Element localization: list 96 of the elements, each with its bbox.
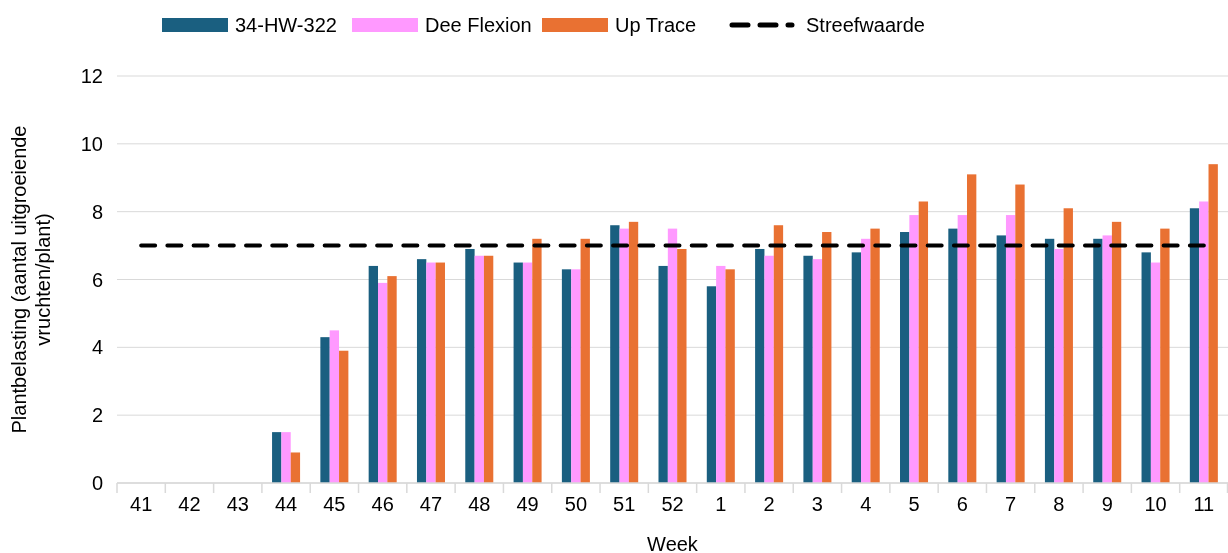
bar [426, 262, 436, 483]
x-axis-title: Week [647, 533, 699, 553]
y-tick-label: 12 [80, 65, 103, 87]
bar [967, 174, 977, 483]
x-tick-label: 9 [1101, 493, 1113, 515]
bar [1150, 262, 1161, 483]
bar [1208, 164, 1218, 483]
x-tick-label: 4 [860, 493, 872, 515]
bar [619, 228, 629, 483]
x-tick-label: 11 [1193, 493, 1215, 515]
bar [822, 232, 832, 483]
y-tick-label: 8 [91, 200, 103, 223]
bar [290, 452, 301, 483]
bar [1063, 208, 1073, 483]
legend-label: Streefwaarde [806, 14, 925, 36]
bar [532, 238, 542, 483]
bar [755, 248, 765, 483]
bar [320, 337, 330, 483]
legend-label: Up Trace [615, 14, 697, 36]
x-tick-label: 52 [661, 493, 684, 515]
bar [900, 232, 910, 483]
y-tick-label: 2 [91, 404, 103, 427]
bar [716, 265, 726, 483]
bar [812, 259, 823, 483]
y-tick-label: 4 [91, 336, 103, 359]
bar [281, 432, 291, 483]
bar [1111, 221, 1122, 483]
bar [909, 215, 919, 483]
bar [465, 248, 475, 483]
bar [378, 282, 388, 483]
bar [571, 269, 581, 483]
bar [1044, 238, 1055, 483]
bar [416, 259, 427, 483]
x-tick-label: 47 [419, 493, 443, 515]
y-tick-label: 0 [91, 472, 103, 494]
bar [918, 201, 929, 483]
y-tick-label: 6 [91, 268, 103, 291]
bar [435, 262, 445, 483]
bar [387, 276, 397, 483]
legend-label: Dee Flexion [425, 14, 532, 36]
bar [272, 432, 282, 483]
x-tick-label: 42 [178, 493, 201, 515]
bar [329, 330, 340, 483]
x-tick-label: 7 [1005, 493, 1017, 515]
x-tick-label: 10 [1144, 493, 1167, 515]
bar [522, 262, 533, 483]
x-tick-label: 8 [1053, 493, 1065, 515]
x-tick-label: 6 [956, 493, 968, 515]
bar [948, 228, 958, 483]
y-axis-title: Plantbelasting (aantal uitgroeiende vruchten/plant) [8, 125, 54, 434]
x-tick-label: 45 [323, 493, 346, 515]
x-tick-label: 41 [130, 493, 153, 515]
bar [474, 255, 484, 483]
x-tick-label: 1 [715, 493, 727, 515]
bar [957, 215, 967, 483]
bar [773, 225, 784, 483]
bar [1015, 184, 1025, 483]
bar [1189, 208, 1200, 483]
y-tick-label: 10 [80, 132, 103, 155]
bar [483, 255, 494, 483]
bar [513, 262, 523, 483]
bar [610, 225, 620, 483]
bar [851, 252, 862, 483]
bar [764, 255, 774, 483]
bar [677, 248, 687, 483]
bar [580, 238, 590, 483]
bar [870, 228, 880, 483]
legend-label: 34-HW-322 [235, 14, 337, 36]
x-tick-label: 5 [908, 493, 920, 515]
bar [996, 235, 1006, 483]
bar [861, 238, 871, 483]
x-tick-label: 2 [763, 493, 775, 515]
bar [1141, 252, 1151, 483]
bar [628, 221, 639, 483]
bar [339, 350, 349, 483]
bar [706, 286, 717, 483]
x-tick-label: 46 [371, 493, 394, 515]
bar [1093, 238, 1103, 483]
x-tick-label: 48 [468, 493, 491, 515]
x-tick-label: 51 [613, 493, 636, 515]
bar [1005, 215, 1016, 483]
bar [725, 269, 735, 483]
bar [1160, 228, 1170, 483]
bar [368, 265, 378, 483]
x-tick-label: 43 [226, 493, 249, 515]
bar [1102, 235, 1112, 483]
bar [658, 265, 668, 483]
bar [1199, 201, 1209, 483]
x-tick-label: 3 [811, 493, 823, 515]
bar [561, 269, 572, 483]
x-tick-label: 50 [564, 493, 588, 515]
bar [1054, 248, 1064, 483]
bar [667, 228, 678, 483]
x-tick-label: 44 [274, 493, 298, 515]
bar [803, 255, 813, 483]
x-tick-label: 49 [516, 493, 539, 515]
